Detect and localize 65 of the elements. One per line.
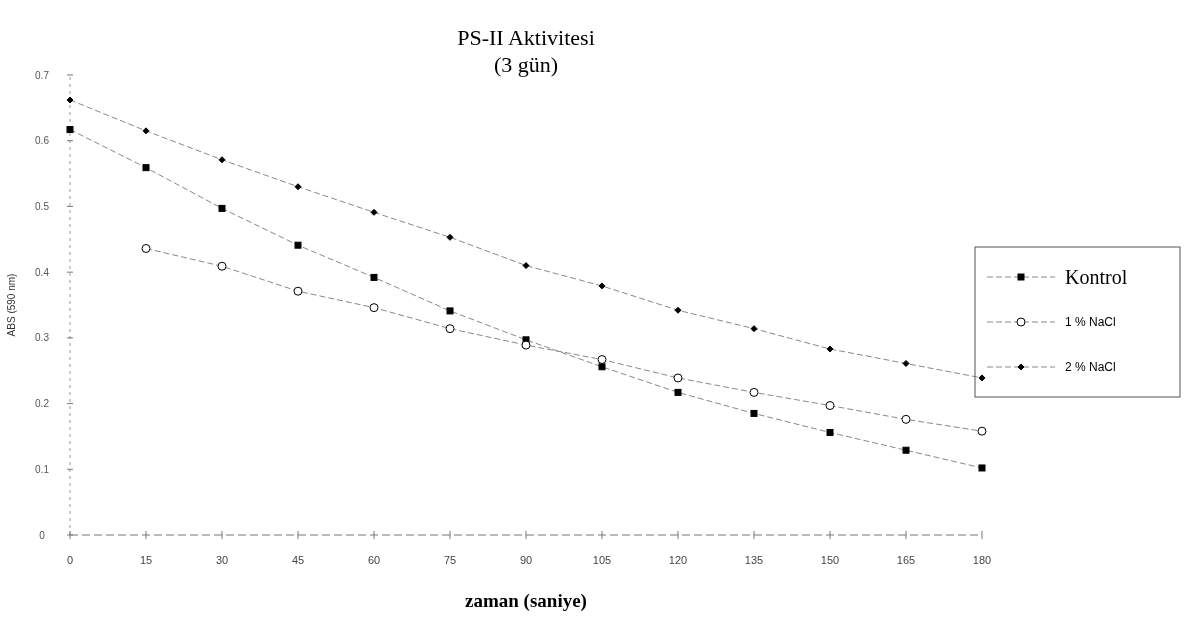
y-tick-label: 0.2 <box>35 398 50 410</box>
point <box>522 262 530 270</box>
text: 1 % NaCl <box>1065 315 1116 330</box>
point <box>978 374 986 382</box>
x-tick-label: 105 <box>592 554 612 566</box>
point <box>370 273 378 281</box>
point <box>446 307 454 315</box>
y-axis-title: ABS (590 nm) <box>6 273 17 337</box>
point <box>521 340 531 350</box>
point <box>142 164 150 172</box>
point <box>294 241 302 249</box>
point <box>749 387 759 397</box>
chart-title: PS-II Aktivitesi <box>457 25 595 50</box>
point <box>674 306 682 314</box>
point <box>218 156 226 164</box>
point <box>826 428 834 436</box>
point <box>445 324 455 334</box>
x-tick-label: 75 <box>443 554 457 566</box>
point <box>141 243 151 253</box>
point <box>598 363 606 371</box>
point <box>142 127 150 135</box>
point <box>369 303 379 313</box>
point <box>750 409 758 417</box>
point <box>66 96 74 104</box>
y-tick-label: 0 <box>39 529 46 541</box>
point <box>902 359 910 367</box>
chart-subtitle: (3 gün) <box>493 52 559 77</box>
point <box>674 388 682 396</box>
point <box>218 204 226 212</box>
point <box>66 126 74 134</box>
x-tick-label: 0 <box>66 554 74 566</box>
y-tick-label: 0.3 <box>35 332 50 344</box>
x-tick-label: 30 <box>215 554 229 566</box>
y-tick-label: 0.5 <box>35 200 50 212</box>
legend-label: Kontrol <box>1065 266 1128 288</box>
point <box>370 208 378 216</box>
x-tick-label: 15 <box>139 554 153 566</box>
y-tick-label: 0.1 <box>35 463 50 475</box>
point <box>673 373 683 383</box>
point <box>902 446 910 454</box>
point <box>294 183 302 191</box>
point <box>293 286 303 296</box>
text: 2 % NaCl <box>1065 360 1116 375</box>
point <box>446 233 454 241</box>
x-tick-label: 150 <box>820 554 840 566</box>
x-tick-label: 135 <box>744 554 764 566</box>
point <box>750 325 758 333</box>
y-tick-label: 0.7 <box>35 69 50 81</box>
point <box>598 282 606 290</box>
point <box>978 464 986 472</box>
point <box>977 426 987 436</box>
x-tick-label: 180 <box>972 554 992 566</box>
x-tick-label: 90 <box>519 554 533 566</box>
x-tick-label: 165 <box>896 554 916 566</box>
point <box>825 401 835 411</box>
x-axis-title: zaman (saniye) <box>465 590 587 612</box>
y-tick-label: 0.6 <box>35 135 50 147</box>
point <box>901 414 911 424</box>
x-tick-label: 60 <box>367 554 381 566</box>
point <box>826 345 834 353</box>
x-tick-label: 45 <box>291 554 305 566</box>
y-tick-label: 0.4 <box>35 266 50 278</box>
x-tick-label: 120 <box>668 554 688 566</box>
point <box>217 261 227 271</box>
point <box>597 355 607 365</box>
